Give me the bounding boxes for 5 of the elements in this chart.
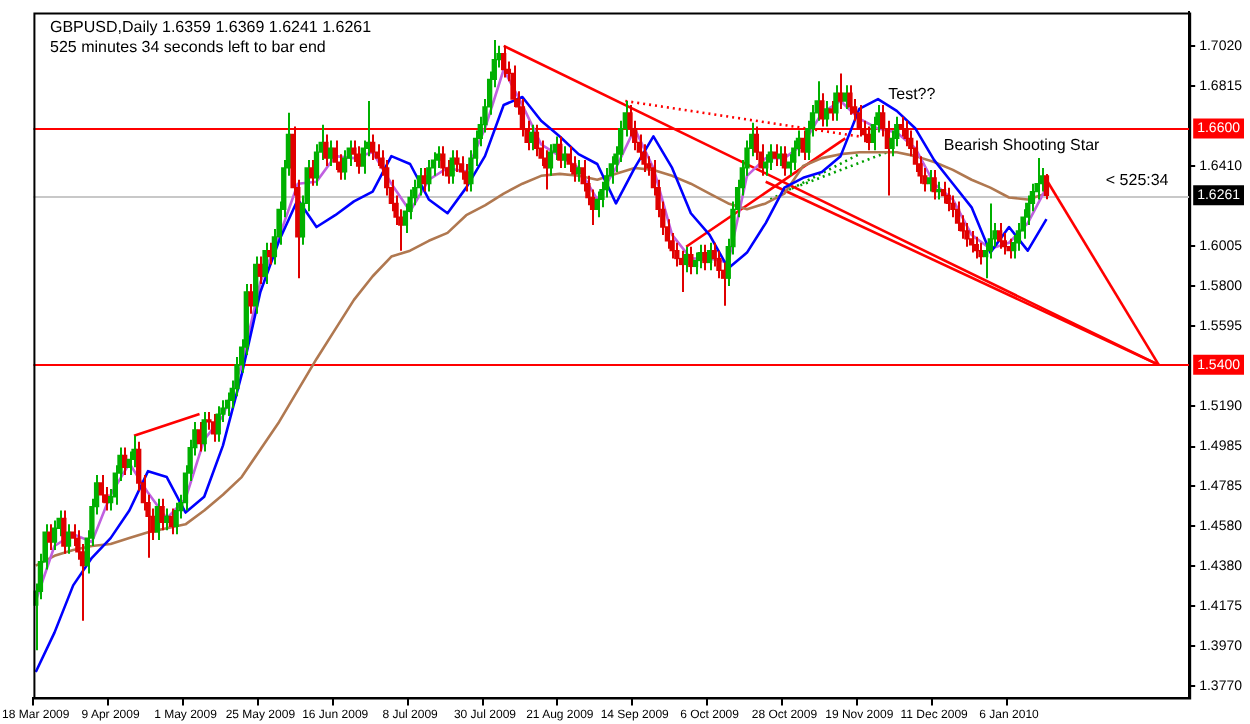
annotation: Bearish Shooting Star: [943, 136, 1101, 155]
chart-title: GBPUSD,Daily 1.6359 1.6369 1.6241 1.6261: [50, 18, 372, 38]
annotation: < 525:34: [1105, 170, 1170, 189]
text: 525 minutes 34 seconds left to bar end: [50, 38, 328, 58]
annotation: Test??: [888, 85, 937, 104]
